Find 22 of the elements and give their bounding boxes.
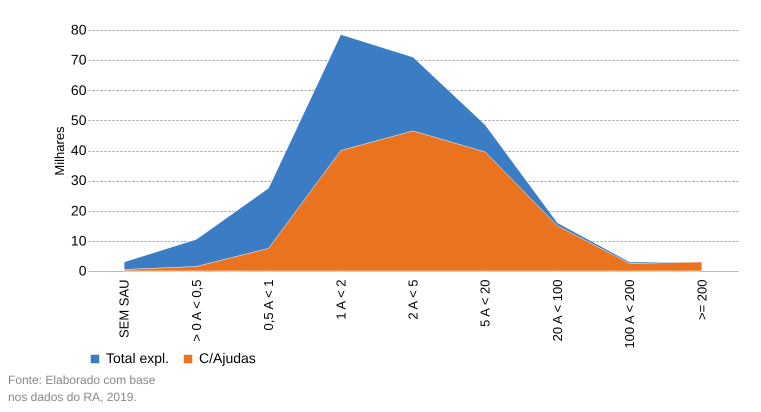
- y-tick-label: 10: [70, 232, 87, 248]
- x-tick-label: SEM SAU: [116, 280, 132, 338]
- x-tick-label: 2 A < 5: [406, 280, 420, 320]
- legend-label: Total expl.: [106, 350, 170, 366]
- x-tick-label: > 0 A < 0,5: [188, 280, 204, 342]
- y-axis-title: Milhares: [52, 126, 67, 176]
- legend-label: C/Ajudas: [199, 350, 256, 366]
- x-tick-label: 5 A < 20: [478, 280, 493, 327]
- y-tick-label: 40: [70, 142, 87, 158]
- y-tick-label: 70: [70, 52, 87, 68]
- source-note: Fonte: Elaborado com base nos dados do RA, 2019.: [8, 372, 156, 406]
- x-tick-label: 20 A < 100: [550, 280, 565, 342]
- x-tick-label: 0,5 A < 1: [261, 280, 276, 330]
- y-tick-label: 20: [70, 202, 87, 218]
- y-tick-label: 30: [70, 172, 87, 188]
- x-tick-label: 1 A < 2: [333, 280, 348, 320]
- x-tick-label: >= 200: [694, 280, 710, 320]
- x-tick-label: 100 A < 200: [622, 280, 638, 349]
- y-tick-label: 80: [70, 22, 87, 38]
- y-tick-label: 60: [70, 82, 87, 98]
- y-tick-label: 50: [70, 112, 87, 128]
- y-tick-label: 0: [78, 262, 87, 278]
